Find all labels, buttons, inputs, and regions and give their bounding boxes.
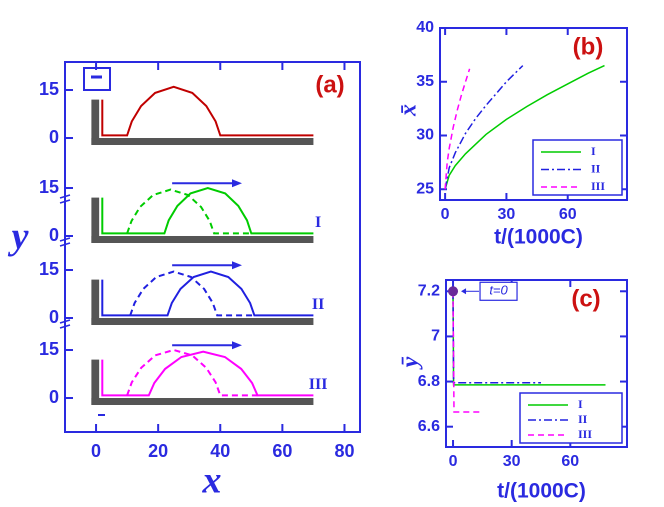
- y-tick-label: 6.8: [418, 373, 440, 390]
- substrate: [91, 318, 314, 325]
- axis-break: [59, 194, 71, 199]
- legend-box: [519, 392, 623, 444]
- profile-line: [101, 85, 314, 137]
- x-tick-label: 60: [272, 441, 292, 461]
- legend-label: I: [591, 144, 596, 158]
- profile-line: [126, 348, 258, 397]
- substrate: [91, 236, 314, 243]
- motion-arrow-head: [232, 341, 242, 350]
- axis-break: [59, 324, 71, 329]
- series-line: [444, 68, 471, 190]
- profile-line: [126, 188, 252, 235]
- panel-label: (b): [573, 33, 604, 60]
- axis-break: [59, 237, 71, 242]
- legend-label: II: [591, 161, 601, 175]
- marker: [448, 286, 459, 297]
- x-axis-label: t/(1000C): [494, 226, 583, 249]
- legend-label: III: [578, 427, 592, 441]
- annotation: t=0: [489, 283, 508, 298]
- series-line: [452, 291, 541, 384]
- motion-arrow-head: [232, 179, 242, 188]
- y-tick-label: 30: [416, 127, 434, 144]
- series-line: [452, 291, 481, 413]
- y-axis-label: x̄: [396, 104, 422, 117]
- x-tick-label: 40: [210, 441, 230, 461]
- axis-break: [59, 319, 71, 324]
- y-tick-label: 0: [49, 387, 59, 407]
- series-line: [444, 65, 524, 190]
- profile-line: [129, 270, 255, 317]
- legend-label: III: [591, 179, 605, 193]
- panel-name: III: [309, 376, 328, 393]
- panel-name: I: [315, 214, 321, 231]
- profile-line: [101, 270, 314, 317]
- annotation-arrow-head: [461, 288, 467, 295]
- x-tick-label: 60: [561, 453, 579, 470]
- axis-break: [59, 199, 71, 204]
- x-tick-label: 0: [449, 453, 458, 470]
- y-tick-label: 15: [39, 259, 59, 279]
- legend-label: II: [578, 412, 588, 426]
- y-axis-label: ȳ: [398, 356, 424, 370]
- profile-line: [101, 350, 314, 397]
- y-tick-label: 40: [416, 19, 434, 36]
- legend-label: I: [578, 397, 583, 411]
- axis-break: [59, 242, 71, 247]
- x-tick-label: 80: [334, 441, 354, 461]
- plot-frame: [445, 279, 628, 448]
- inset-key-box: [83, 67, 111, 91]
- plot-frame: [64, 61, 361, 433]
- annotation-box: [479, 281, 518, 301]
- y-tick-label: 0: [49, 307, 59, 327]
- wall: [91, 359, 100, 405]
- substrate: [91, 138, 314, 145]
- y-tick-label: 25: [416, 180, 434, 197]
- y-tick-label: 6.6: [418, 418, 440, 435]
- panel-label: (c): [571, 285, 600, 312]
- x-tick-label: 0: [441, 206, 450, 223]
- wall: [91, 99, 100, 145]
- profile-line: [101, 186, 314, 235]
- y-tick-label: 15: [39, 339, 59, 359]
- y-axis-label: y: [8, 216, 29, 258]
- y-tick-label: 35: [416, 73, 434, 90]
- y-tick-label: 7.2: [418, 283, 440, 300]
- y-tick-label: 15: [39, 177, 59, 197]
- y-tick-label: 0: [49, 225, 59, 245]
- y-tick-label: 15: [39, 79, 59, 99]
- x-axis-label: x: [202, 460, 222, 502]
- x-tick-label: 30: [503, 453, 521, 470]
- x-tick-label: 0: [91, 441, 101, 461]
- x-axis-label: t/(1000C): [497, 480, 586, 503]
- wall: [91, 279, 100, 325]
- series-line: [444, 64, 605, 190]
- y-tick-label: 7: [431, 328, 440, 345]
- legend-box: [532, 139, 623, 196]
- y-tick-label: 0: [49, 127, 59, 147]
- x-tick-label: 30: [498, 206, 516, 223]
- wall: [91, 197, 100, 243]
- x-tick-label: 20: [148, 441, 168, 461]
- substrate: [91, 398, 314, 405]
- panel-label: (a): [315, 71, 344, 98]
- panel-name: II: [312, 296, 324, 313]
- plot-frame: [439, 27, 628, 201]
- motion-arrow-head: [232, 261, 242, 270]
- x-tick-label: 60: [559, 206, 577, 223]
